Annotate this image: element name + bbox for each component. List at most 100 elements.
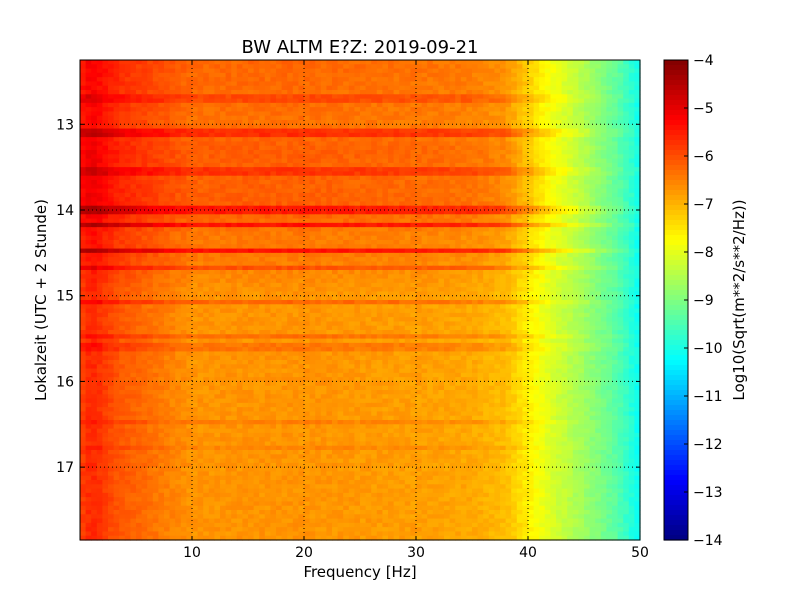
heatmap-cell bbox=[147, 154, 154, 160]
heatmap-cell bbox=[376, 98, 383, 104]
heatmap-cell bbox=[91, 218, 98, 224]
heatmap-cell bbox=[281, 201, 288, 207]
heatmap-cell bbox=[236, 137, 243, 143]
heatmap-cell bbox=[214, 210, 221, 215]
heatmap-cell bbox=[169, 60, 176, 65]
heatmap-cell bbox=[136, 72, 143, 78]
heatmap-cell bbox=[236, 188, 243, 194]
heatmap-cell bbox=[259, 158, 266, 164]
heatmap-cell bbox=[421, 240, 428, 245]
heatmap-cell bbox=[147, 115, 154, 121]
heatmap-cell bbox=[455, 167, 462, 173]
heatmap-cell bbox=[152, 128, 159, 134]
heatmap-cell bbox=[584, 150, 591, 155]
heatmap-cell bbox=[119, 244, 126, 250]
heatmap-cell bbox=[354, 218, 361, 224]
heatmap-cell bbox=[197, 64, 204, 70]
heatmap-cell bbox=[85, 120, 92, 125]
heatmap-cell bbox=[617, 261, 624, 267]
heatmap-cell bbox=[388, 175, 395, 181]
heatmap-cell bbox=[220, 201, 227, 207]
heatmap-cell bbox=[365, 201, 372, 207]
heatmap-cell bbox=[432, 257, 439, 263]
heatmap-cell bbox=[416, 158, 423, 164]
heatmap-cell bbox=[287, 111, 294, 117]
heatmap-cell bbox=[388, 128, 395, 134]
heatmap-cell bbox=[444, 197, 451, 203]
heatmap-cell bbox=[304, 154, 311, 160]
heatmap-cell bbox=[623, 257, 630, 263]
heatmap-cell bbox=[315, 124, 322, 130]
heatmap-cell bbox=[522, 205, 529, 211]
heatmap-cell bbox=[466, 201, 473, 207]
heatmap-cell bbox=[516, 231, 523, 237]
heatmap-cell bbox=[147, 201, 154, 207]
heatmap-cell bbox=[528, 214, 535, 220]
heatmap-cell bbox=[595, 205, 602, 211]
heatmap-cell bbox=[136, 188, 143, 194]
heatmap-cell bbox=[528, 94, 535, 100]
heatmap-cell bbox=[634, 252, 641, 258]
heatmap-cell bbox=[108, 141, 115, 147]
heatmap-cell bbox=[365, 261, 372, 267]
heatmap-cell bbox=[91, 171, 98, 177]
heatmap-cell bbox=[511, 201, 518, 207]
heatmap-cell bbox=[578, 72, 585, 78]
heatmap-cell bbox=[309, 257, 316, 263]
heatmap-cell bbox=[343, 162, 350, 168]
heatmap-cell bbox=[292, 137, 299, 143]
heatmap-cell bbox=[113, 175, 120, 181]
heatmap-cell bbox=[617, 244, 624, 250]
heatmap-cell bbox=[354, 162, 361, 168]
heatmap-cell bbox=[600, 167, 607, 173]
heatmap-cell bbox=[287, 188, 294, 194]
heatmap-cell bbox=[264, 72, 271, 78]
heatmap-cell bbox=[102, 128, 109, 134]
heatmap-cell bbox=[186, 98, 193, 104]
heatmap-cell bbox=[292, 222, 299, 228]
heatmap-cell bbox=[561, 111, 568, 117]
heatmap-cell bbox=[455, 261, 462, 267]
heatmap-cell bbox=[113, 205, 120, 211]
heatmap-cell bbox=[371, 175, 378, 181]
heatmap-cell bbox=[320, 188, 327, 194]
heatmap-cell bbox=[600, 60, 607, 65]
heatmap-cell bbox=[348, 111, 355, 117]
heatmap-cell bbox=[304, 94, 311, 100]
heatmap-cell bbox=[292, 188, 299, 194]
heatmap-cell bbox=[511, 128, 518, 134]
heatmap-cell bbox=[444, 68, 451, 74]
heatmap-cell bbox=[494, 111, 501, 117]
heatmap-cell bbox=[113, 85, 120, 91]
heatmap-cell bbox=[432, 162, 439, 168]
heatmap-cell bbox=[337, 184, 344, 190]
heatmap-cell bbox=[488, 188, 495, 194]
heatmap-cell bbox=[348, 248, 355, 254]
heatmap-cell bbox=[326, 137, 333, 143]
heatmap-cell bbox=[628, 167, 635, 173]
heatmap-cell bbox=[539, 145, 546, 151]
heatmap-cell bbox=[147, 265, 154, 271]
heatmap-cell bbox=[203, 150, 210, 155]
heatmap-cell bbox=[147, 77, 154, 83]
heatmap-cell bbox=[533, 235, 540, 241]
heatmap-cell bbox=[628, 244, 635, 250]
heatmap-cell bbox=[634, 77, 641, 83]
heatmap-cell bbox=[236, 205, 243, 211]
heatmap-cell bbox=[539, 115, 546, 121]
heatmap-cell bbox=[584, 68, 591, 74]
heatmap-cell bbox=[298, 244, 305, 250]
heatmap-cell bbox=[332, 64, 339, 70]
heatmap-cell bbox=[371, 252, 378, 258]
heatmap-cell bbox=[539, 81, 546, 87]
heatmap-cell bbox=[136, 150, 143, 155]
heatmap-cell bbox=[119, 115, 126, 121]
heatmap-cell bbox=[96, 261, 103, 267]
heatmap-cell bbox=[455, 90, 462, 95]
heatmap-cell bbox=[410, 85, 417, 91]
heatmap-cell bbox=[399, 77, 406, 83]
heatmap-cell bbox=[91, 162, 98, 168]
heatmap-cell bbox=[634, 184, 641, 190]
heatmap-cell bbox=[180, 188, 187, 194]
heatmap-cell bbox=[354, 120, 361, 125]
